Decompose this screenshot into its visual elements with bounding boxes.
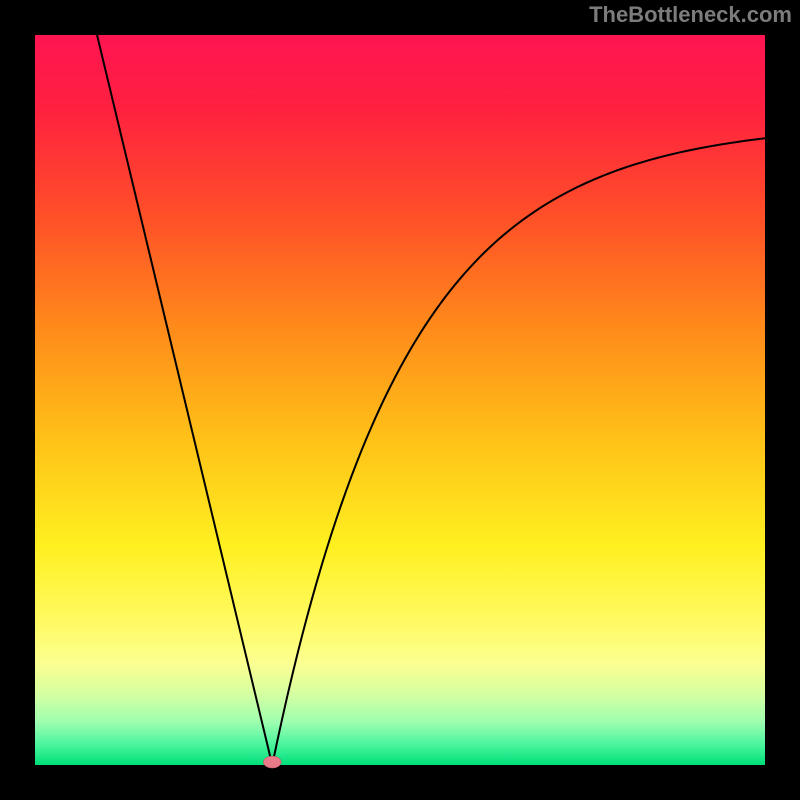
plot-background <box>35 35 765 765</box>
chart-container: TheBottleneck.com <box>0 0 800 800</box>
chart-svg <box>0 0 800 800</box>
minimum-marker <box>263 756 281 768</box>
watermark-text: TheBottleneck.com <box>589 2 792 28</box>
